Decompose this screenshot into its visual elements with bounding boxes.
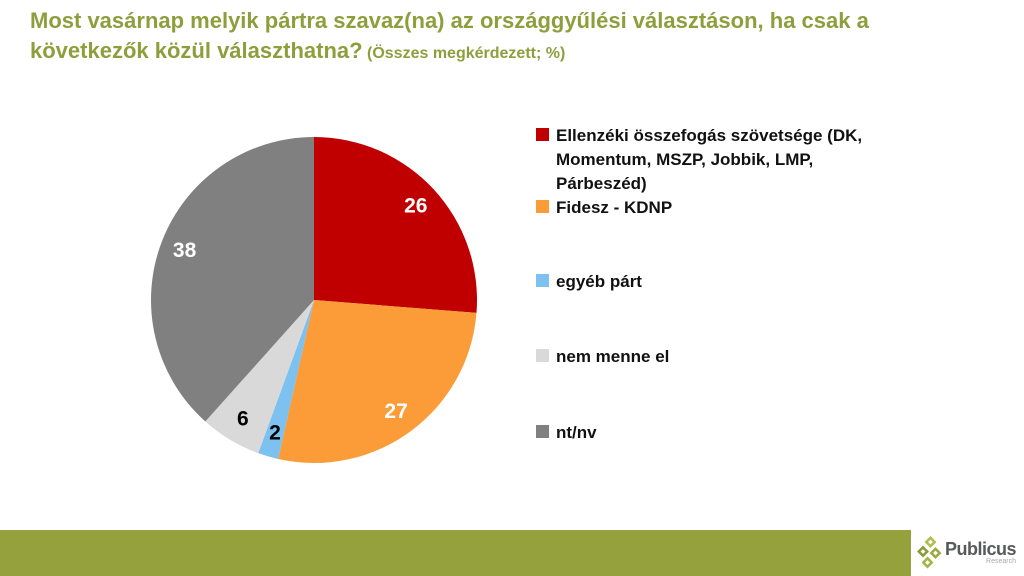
legend-item-nem-menne-el: nem menne el bbox=[536, 345, 669, 369]
pie-slice-value-label: 26 bbox=[404, 195, 427, 218]
pie-chart: 26 27 26 38 bbox=[151, 137, 478, 464]
legend-swatch-darkgray bbox=[536, 425, 549, 438]
publicus-diamond-icon bbox=[917, 536, 942, 569]
pie-slice-value-label: 2 bbox=[269, 421, 281, 444]
publicus-logo-text: Publicus Research bbox=[945, 539, 1017, 566]
brand-name: Publicus bbox=[945, 539, 1017, 559]
legend-swatch-lightgray bbox=[536, 349, 549, 362]
legend-swatch-orange bbox=[536, 200, 549, 213]
pie-slice bbox=[205, 300, 314, 454]
brand-subtitle: Research bbox=[986, 558, 1017, 565]
pie-slice-value-label: 6 bbox=[237, 407, 249, 430]
legend-label: nt/nv bbox=[556, 423, 597, 442]
legend-item-nt-nv: nt/nv bbox=[536, 421, 597, 445]
footer-accent-bar bbox=[0, 530, 911, 576]
legend-item-ellenzeki: Ellenzéki összefogás szövetsége (DK, Mom… bbox=[536, 124, 862, 196]
page-title: Most vasárnap melyik pártra szavaz(na) a… bbox=[30, 6, 995, 69]
pie-slice bbox=[314, 137, 478, 313]
legend-label: Ellenzéki összefogás szövetsége (DK, Mom… bbox=[556, 126, 863, 193]
pie-slice-value-label: 38 bbox=[173, 239, 197, 262]
legend-label: egyéb párt bbox=[556, 272, 642, 291]
legend-swatch-red bbox=[536, 128, 549, 141]
chart-legend: Ellenzéki összefogás szövetsége (DK, Mom… bbox=[536, 0, 996, 500]
page-title-main: Most vasárnap melyik pártra szavaz(na) a… bbox=[30, 8, 869, 63]
pie-slice bbox=[278, 300, 477, 464]
pie-slice-value-label: 27 bbox=[384, 400, 407, 423]
legend-item-egyeb-part: egyéb párt bbox=[536, 270, 642, 294]
page-title-note: (Összes megkérdezett; %) bbox=[362, 45, 566, 62]
publicus-logo: Publicus Research bbox=[911, 530, 1024, 576]
legend-label: Fidesz - KDNP bbox=[556, 198, 673, 217]
legend-label: nem menne el bbox=[556, 347, 670, 366]
pie-slice bbox=[151, 137, 314, 422]
pie-slice bbox=[258, 300, 314, 459]
legend-swatch-blue bbox=[536, 274, 549, 287]
legend-item-fidesz: Fidesz - KDNP bbox=[536, 196, 672, 220]
